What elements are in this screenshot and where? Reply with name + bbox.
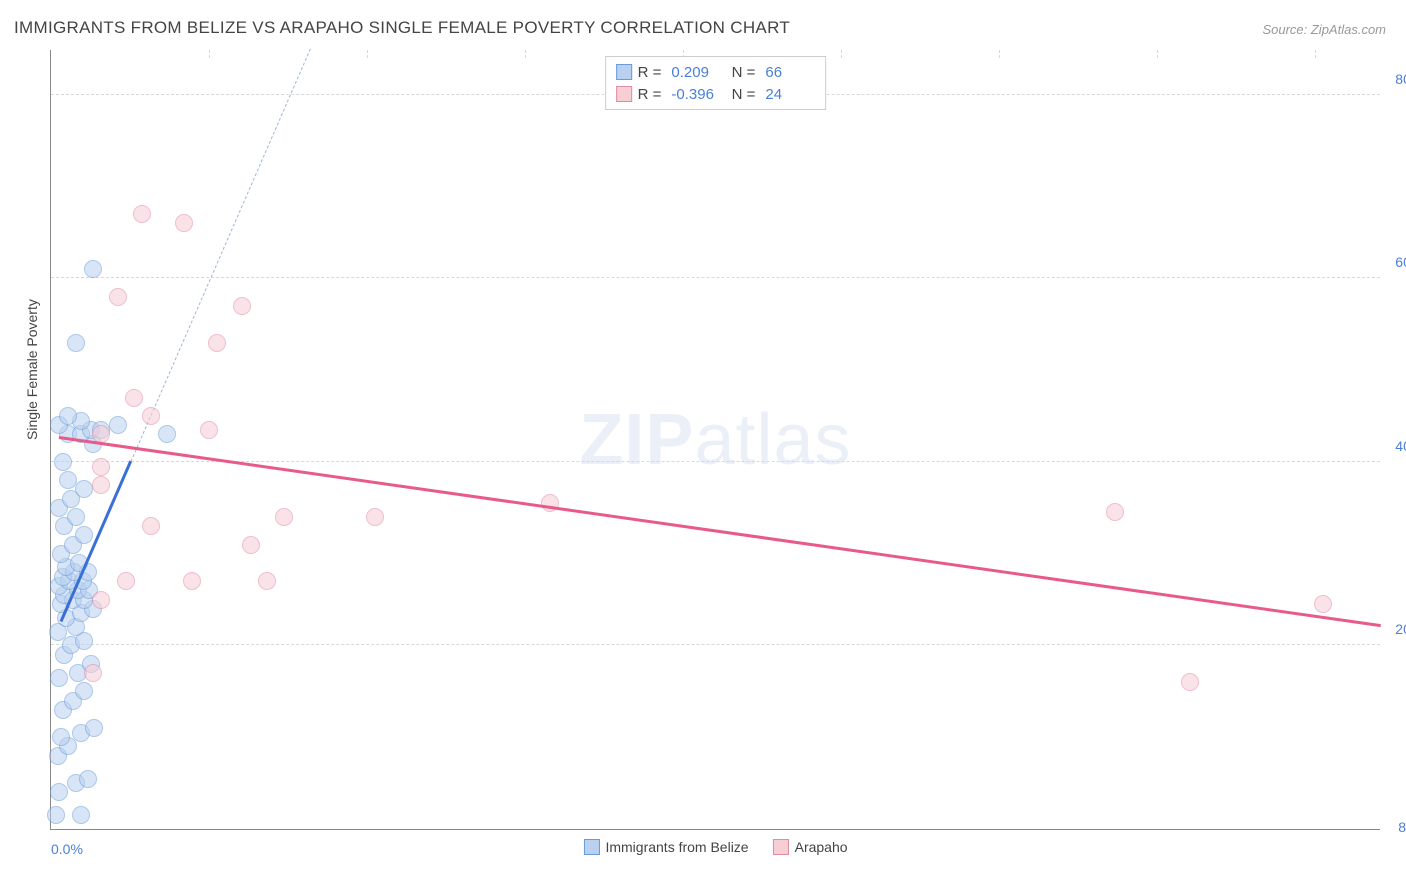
correlation-legend: R = 0.209 N = 66 R = -0.396 N = 24 (605, 56, 827, 110)
x-tick-label: 0.0% (51, 841, 83, 857)
series-legend: Immigrants from Belize Arapaho (583, 839, 847, 855)
plot-area: ZIPatlas R = 0.209 N = 66 R = -0.396 N =… (50, 50, 1380, 830)
data-point-belize (67, 334, 85, 352)
legend-row-arapaho: R = -0.396 N = 24 (616, 83, 816, 105)
swatch-belize-icon (616, 64, 632, 80)
data-point-arapaho (142, 517, 160, 535)
gridline-h (51, 277, 1380, 278)
legend-n-value-arapaho: 24 (765, 86, 815, 103)
legend-row-belize: R = 0.209 N = 66 (616, 61, 816, 83)
data-point-belize (50, 669, 68, 687)
x-tick-mark (841, 50, 842, 58)
x-tick-mark (1315, 50, 1316, 58)
legend-label-arapaho: Arapaho (795, 839, 848, 855)
legend-label-belize: Immigrants from Belize (605, 839, 748, 855)
data-point-arapaho (92, 458, 110, 476)
source-attribution: Source: ZipAtlas.com (1262, 22, 1386, 37)
legend-n-label: N = (727, 64, 755, 81)
data-point-arapaho (125, 389, 143, 407)
data-point-arapaho (1106, 503, 1124, 521)
swatch-arapaho-icon (616, 86, 632, 102)
swatch-belize-icon (583, 839, 599, 855)
data-point-arapaho (142, 407, 160, 425)
data-point-belize (59, 407, 77, 425)
chart-container: IMMIGRANTS FROM BELIZE VS ARAPAHO SINGLE… (0, 0, 1406, 892)
data-point-arapaho (1314, 595, 1332, 613)
trend-line-dashed (130, 48, 310, 461)
x-tick-label-max: 80.0% (1398, 819, 1406, 835)
legend-n-value-belize: 66 (765, 64, 815, 81)
data-point-arapaho (133, 205, 151, 223)
data-point-belize (72, 806, 90, 824)
data-point-arapaho (258, 572, 276, 590)
data-point-belize (75, 682, 93, 700)
data-point-belize (75, 480, 93, 498)
data-point-arapaho (233, 297, 251, 315)
data-point-arapaho (92, 591, 110, 609)
data-point-arapaho (84, 664, 102, 682)
data-point-belize (59, 471, 77, 489)
y-axis-label: Single Female Poverty (24, 299, 40, 440)
y-tick-label: 60.0% (1395, 254, 1406, 270)
data-point-belize (109, 416, 127, 434)
x-tick-mark (999, 50, 1000, 58)
legend-r-value-arapaho: -0.396 (671, 86, 721, 103)
legend-n-label: N = (727, 86, 755, 103)
data-point-arapaho (366, 508, 384, 526)
data-point-arapaho (183, 572, 201, 590)
legend-item-belize: Immigrants from Belize (583, 839, 748, 855)
data-point-arapaho (92, 476, 110, 494)
trend-line (59, 436, 1381, 627)
data-point-arapaho (1181, 673, 1199, 691)
data-point-belize (54, 453, 72, 471)
legend-item-arapaho: Arapaho (773, 839, 848, 855)
data-point-belize (52, 728, 70, 746)
data-point-arapaho (117, 572, 135, 590)
y-tick-label: 20.0% (1395, 621, 1406, 637)
data-point-arapaho (175, 214, 193, 232)
legend-r-label: R = (638, 64, 662, 81)
data-point-belize (67, 508, 85, 526)
data-point-belize (158, 425, 176, 443)
x-tick-mark (209, 50, 210, 58)
gridline-h (51, 644, 1380, 645)
y-tick-label: 40.0% (1395, 438, 1406, 454)
data-point-belize (75, 526, 93, 544)
data-point-belize (85, 719, 103, 737)
legend-r-value-belize: 0.209 (671, 64, 721, 81)
legend-r-label: R = (638, 86, 662, 103)
chart-title: IMMIGRANTS FROM BELIZE VS ARAPAHO SINGLE… (14, 18, 790, 38)
data-point-belize (79, 770, 97, 788)
data-point-belize (84, 260, 102, 278)
watermark: ZIPatlas (579, 399, 851, 481)
data-point-arapaho (275, 508, 293, 526)
y-tick-label: 80.0% (1395, 71, 1406, 87)
data-point-belize (47, 806, 65, 824)
data-point-arapaho (109, 288, 127, 306)
x-tick-mark (525, 50, 526, 58)
data-point-arapaho (208, 334, 226, 352)
x-tick-mark (367, 50, 368, 58)
data-point-arapaho (200, 421, 218, 439)
gridline-h (51, 461, 1380, 462)
swatch-arapaho-icon (773, 839, 789, 855)
data-point-belize (50, 783, 68, 801)
x-tick-mark (1157, 50, 1158, 58)
data-point-arapaho (242, 536, 260, 554)
